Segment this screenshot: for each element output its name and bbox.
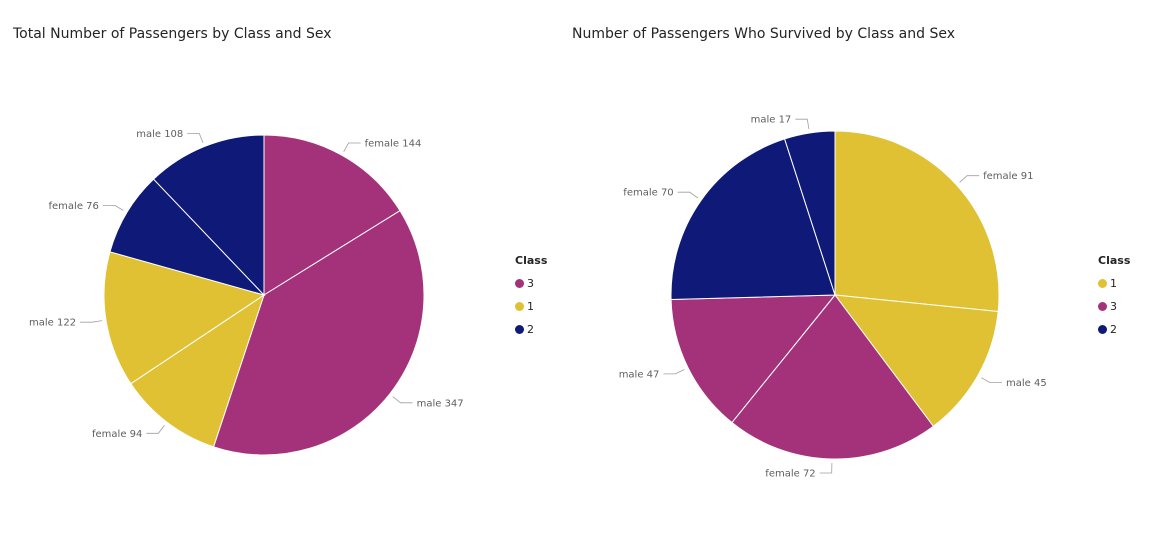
slice-leader-line: [663, 369, 685, 375]
survived-passengers-pie: female 91 male 45 female 72 male 47 female 7…: [619, 115, 1047, 480]
slice-data-label: male 122: [29, 318, 76, 329]
chart-title: Total Number of Passengers by Class and …: [13, 26, 332, 42]
slice-leader-line: [102, 204, 124, 211]
pie-slice-class-2-female[interactable]: [109, 178, 266, 296]
total-passengers-chart: Total Number of Passengers by Class and …: [0, 0, 560, 533]
legend-item-label: 1: [527, 300, 534, 313]
legend-title: Class: [515, 254, 548, 267]
slice-data-label: male 47: [619, 369, 660, 380]
legend-item-class-1[interactable]: 1: [515, 295, 547, 318]
slice-leader-line: [677, 191, 699, 199]
legend-item-label: 2: [1110, 323, 1117, 336]
legend-item-label: 3: [527, 277, 534, 290]
slice-data-label: female 144: [365, 139, 422, 150]
pie-slice-class-2-male[interactable]: [783, 130, 836, 296]
slice-data-label: male 17: [751, 115, 792, 126]
legend-item-label: 3: [1110, 300, 1117, 313]
slice-data-label: male 108: [136, 129, 183, 140]
legend-items: 3 1 2: [515, 272, 547, 341]
total-passengers-pie: female 144 male 347 female 94 male 122 femal…: [29, 129, 464, 456]
pie-slice-class-1-female[interactable]: [130, 293, 265, 448]
class-legend: Class 3 1 2: [515, 254, 547, 341]
legend-dot-icon: [515, 302, 524, 311]
slice-leader-line: [981, 377, 1002, 384]
slice-data-label: female 94: [92, 429, 142, 440]
class-legend: Class 1 3 2: [1098, 254, 1130, 341]
legend-item-class-2[interactable]: 2: [515, 318, 547, 341]
pie-slice-class-3-male[interactable]: [212, 209, 425, 456]
legend-item-label: 1: [1110, 277, 1117, 290]
slice-leader-line: [146, 425, 165, 434]
legend-dot-icon: [1098, 325, 1107, 334]
slice-leader-line: [392, 396, 413, 404]
pie-slice-class-1-female[interactable]: [834, 130, 1000, 313]
legend-dot-icon: [515, 279, 524, 288]
slice-leader-line: [80, 320, 103, 323]
chart-title: Number of Passengers Who Survived by Cla…: [572, 26, 955, 42]
legend-item-class-1[interactable]: 1: [1098, 272, 1130, 295]
legend-item-label: 2: [527, 323, 534, 336]
pie-slice-class-3-female[interactable]: [731, 294, 935, 460]
legend-dot-icon: [1098, 279, 1107, 288]
slice-data-label: female 72: [765, 469, 815, 480]
pie-slice-class-1-male[interactable]: [833, 294, 999, 427]
legend-item-class-3[interactable]: 3: [1098, 295, 1130, 318]
legend-dot-icon: [1098, 302, 1107, 311]
survived-passengers-chart: Number of Passengers Who Survived by Cla…: [560, 0, 1160, 533]
slice-data-label: female 70: [623, 188, 673, 199]
slice-leader-line: [343, 142, 361, 152]
pie-slice-class-2-male[interactable]: [152, 134, 265, 297]
slice-leader-line: [795, 118, 810, 130]
slice-data-label: male 347: [417, 398, 464, 409]
slice-leader-line: [959, 175, 980, 183]
slice-leader-line: [819, 462, 833, 474]
pie-slice-class-2-female[interactable]: [670, 138, 836, 301]
pie-slice-class-3-male[interactable]: [670, 294, 837, 424]
slice-leader-line: [187, 133, 204, 143]
legend-item-class-2[interactable]: 2: [1098, 318, 1130, 341]
slice-data-label: female 76: [49, 201, 99, 212]
legend-title: Class: [1098, 254, 1131, 267]
slice-data-label: female 91: [983, 171, 1033, 182]
legend-dot-icon: [515, 325, 524, 334]
slice-data-label: male 45: [1006, 378, 1047, 389]
pie-slice-class-3-female[interactable]: [263, 134, 401, 296]
legend-items: 1 3 2: [1098, 272, 1130, 341]
pie-slice-class-1-male[interactable]: [103, 251, 266, 385]
legend-item-class-3[interactable]: 3: [515, 272, 547, 295]
